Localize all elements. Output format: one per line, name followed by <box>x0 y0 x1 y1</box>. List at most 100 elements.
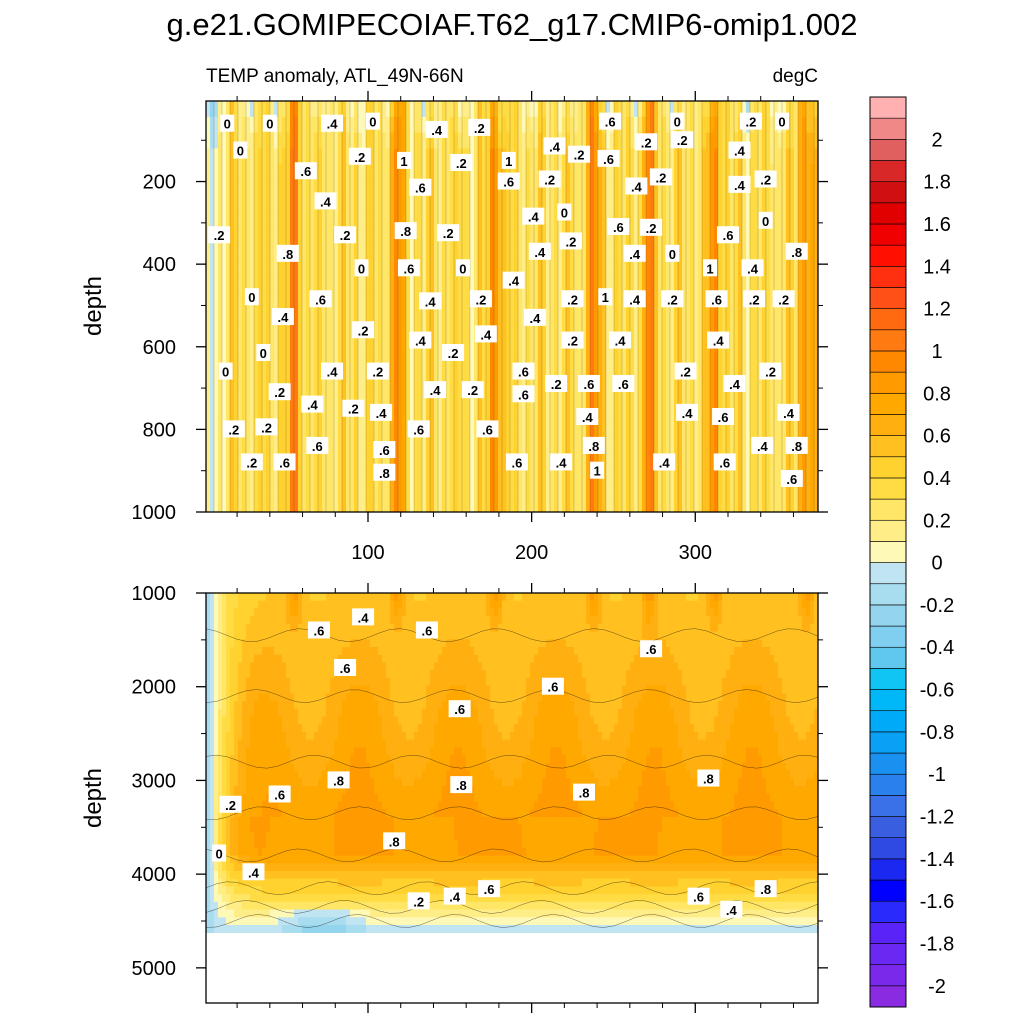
upper-field-cell <box>442 101 447 118</box>
upper-field-cell <box>778 448 783 466</box>
upper-field-cell <box>514 464 519 481</box>
upper-field-cell <box>314 464 319 481</box>
lower-field-cell <box>250 770 255 779</box>
upper-field-cell <box>250 369 255 387</box>
upper-field-cell <box>678 164 683 181</box>
upper-field-cell <box>502 259 507 276</box>
upper-field-cell <box>498 274 503 292</box>
upper-field-cell <box>678 432 683 450</box>
upper-field-cell <box>426 432 431 450</box>
lower-field-cell <box>262 593 267 602</box>
upper-field-cell <box>642 306 647 323</box>
upper-field-cell <box>662 227 667 244</box>
upper-field-cell <box>378 227 383 244</box>
upper-field-cell <box>518 306 523 323</box>
upper-field-cell <box>658 369 663 387</box>
lower-field-cell <box>250 600 255 610</box>
upper-field-cell <box>778 101 783 118</box>
upper-field-cell <box>626 322 631 339</box>
upper-field-cell <box>490 259 495 276</box>
upper-field-cell <box>274 132 279 150</box>
upper-field-cell <box>442 164 447 181</box>
lower-field-cell <box>214 593 219 602</box>
upper-field-cell <box>674 101 679 118</box>
upper-field-cell <box>306 338 311 355</box>
upper-contour-label-box <box>409 331 432 349</box>
upper-field-cell <box>550 496 555 512</box>
upper-field-cell <box>262 385 267 402</box>
lower-field-cell <box>234 840 239 849</box>
upper-field-cell <box>534 148 539 165</box>
upper-field-cell <box>670 195 675 213</box>
upper-field-cell <box>790 101 795 118</box>
upper-field-cell <box>466 211 471 229</box>
lower-field-cell <box>226 886 231 895</box>
upper-field-cell <box>726 322 731 339</box>
upper-field-cell <box>574 432 579 450</box>
upper-field-cell <box>474 101 479 118</box>
lower-field-cell <box>246 778 251 787</box>
upper-field-cell <box>310 385 315 402</box>
lower-field-cell <box>214 623 219 633</box>
upper-field-cell <box>762 353 767 371</box>
lower-field-cell <box>218 716 223 725</box>
upper-field-cell <box>682 116 687 134</box>
upper-field-cell <box>762 274 767 292</box>
upper-field-cell <box>514 164 519 181</box>
upper-field-cell <box>470 259 475 276</box>
upper-field-cell <box>358 417 363 434</box>
upper-field-cell <box>230 164 235 181</box>
upper-field-cell <box>386 180 391 197</box>
lower-field-cell <box>222 909 227 918</box>
upper-field-cell <box>710 148 715 165</box>
upper-field-cell <box>486 480 491 497</box>
upper-field-cell <box>326 259 331 276</box>
lower-field-cell <box>258 647 263 656</box>
upper-contour-label: .6 <box>786 472 797 487</box>
upper-field-cell <box>694 290 699 308</box>
upper-field-cell <box>698 385 703 402</box>
upper-field-cell <box>230 480 235 497</box>
upper-field-cell <box>734 338 739 355</box>
upper-field-cell <box>274 180 279 197</box>
upper-field-cell <box>746 369 751 387</box>
upper-field-cell <box>306 101 311 118</box>
upper-field-cell <box>298 401 303 418</box>
upper-field-cell <box>246 417 251 434</box>
upper-field-cell <box>698 211 703 229</box>
upper-field-cell <box>526 290 531 308</box>
upper-field-cell <box>758 195 763 213</box>
lower-field-cell <box>230 770 235 779</box>
upper-field-cell <box>210 274 215 292</box>
upper-contour-label-box <box>424 381 447 399</box>
upper-field-cell <box>810 322 815 339</box>
upper-field-cell <box>622 322 627 339</box>
upper-field-cell <box>610 448 615 466</box>
upper-field-cell <box>434 211 439 229</box>
upper-field-cell <box>226 211 231 229</box>
upper-field-cell <box>302 227 307 244</box>
lower-field-cell <box>254 631 259 640</box>
upper-field-cell <box>226 148 231 165</box>
upper-field-cell <box>482 401 487 418</box>
lower-field-cell <box>242 809 247 818</box>
upper-field-cell <box>606 448 611 466</box>
upper-field-cell <box>578 322 583 339</box>
upper-field-cell <box>222 243 227 260</box>
upper-contour-label-box <box>276 244 299 262</box>
upper-field-cell <box>358 180 363 197</box>
upper-field-cell <box>510 496 515 512</box>
upper-field-cell <box>694 259 699 276</box>
upper-field-cell <box>774 464 779 481</box>
upper-field-cell <box>278 480 283 497</box>
upper-field-cell <box>602 353 607 371</box>
upper-field-cell <box>814 259 818 276</box>
upper-field-cell <box>634 448 639 466</box>
upper-field-cell <box>354 243 359 260</box>
upper-field-cell <box>470 338 475 355</box>
upper-field-cell <box>666 496 671 512</box>
upper-field-cell <box>282 101 287 118</box>
lower-field-cell <box>222 677 227 687</box>
upper-field-cell <box>450 211 455 229</box>
upper-field-cell <box>366 496 371 512</box>
